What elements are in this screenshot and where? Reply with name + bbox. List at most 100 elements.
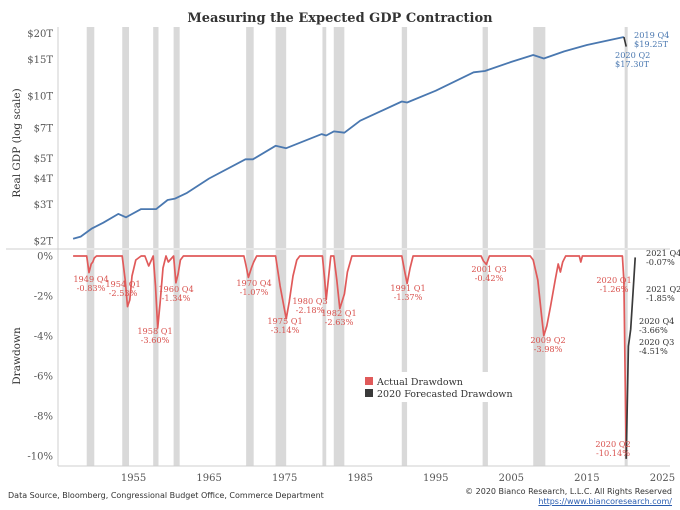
x-tick-label: 1955 [121,473,146,484]
recession-band-bottom [153,250,159,466]
drawdown-annotation-value: -3.66% [639,325,668,335]
drawdown-annotation-period: 1970 Q4 [236,278,271,288]
x-tick-label: 2025 [650,473,675,484]
drawdown-annotation-value: -3.98% [534,344,563,354]
x-tick-label: 1985 [347,473,372,484]
recession-band-bottom [333,250,345,466]
bottom-y-tick-label: 0% [37,252,53,263]
drawdown-annotation-period: 1980 Q3 [292,296,327,306]
website-link[interactable]: https://www.biancoresearch.com/ [538,497,672,506]
gdp-line [72,36,625,240]
drawdown-annotation-period: 2001 Q3 [471,264,506,274]
drawdown-annotation-period: 2020 Q2 [595,439,630,449]
top-y-tick-label: $3T [34,200,54,211]
x-tick-label: 2005 [499,473,524,484]
recession-band-top [153,27,159,248]
recession-band-bottom [624,250,628,466]
legend-label-actual: Actual Drawdown [376,377,463,388]
top-y-axis-label: Real GDP (log scale) [11,88,23,197]
drawdown-annotation-period: 2009 Q2 [530,335,565,345]
drawdown-annotation-value: -1.37% [394,292,423,302]
drawdown-annotation-value: -2.53% [109,288,138,298]
recession-band-top [275,27,287,248]
drawdown-annotation-period: 1958 Q1 [137,326,172,336]
legend-label-forecast: 2020 Forecasted Drawdown [377,389,513,400]
legend-swatch-forecast [365,389,373,397]
axes: $2T $3T $4T $5T $7T $10T $15T $20T 0% -2% -4% -6% -8… [6,27,675,484]
gdp-annotation-value: $19.25T [634,39,669,49]
bottom-y-axis-label: Drawdown [11,327,23,385]
x-tick-label: 1965 [196,473,221,484]
recession-band-bottom [122,250,130,466]
recession-band-bottom [275,250,287,466]
drawdown-annotation-period: 2020 Q3 [639,337,674,347]
source-note: Data Source, Bloomberg, Congressional Bu… [8,491,324,500]
drawdown-annotation-period: 1949 Q4 [73,274,108,284]
drawdown-annotation-value: -1.07% [240,287,269,297]
recession-band-top [482,27,488,248]
drawdown-annotation-value: -0.07% [646,257,675,267]
top-y-tick-label: $15T [27,55,53,66]
recession-band-bottom [173,250,180,466]
drawdown-annotation-period: 1991 Q1 [390,283,425,293]
recession-band-bottom [86,250,95,466]
drawdown-annotation-period: 1954 Q1 [105,279,140,289]
forecast-drawdown-line [625,257,637,459]
drawdown-annotation-period: 2021 Q4 [646,248,680,258]
drawdown-annotation-value: -2.18% [296,305,325,315]
recession-band-top [333,27,345,248]
recession-band-top [246,27,254,248]
recession-band-bottom [482,250,488,466]
chart-title: Measuring the Expected GDP Contraction [187,11,493,26]
x-tick-label: 1975 [272,473,297,484]
drawdown-annotation-value: -1.85% [646,293,675,303]
drawdown-annotation-value: -3.60% [141,335,170,345]
recession-band-top [533,27,546,248]
top-y-tick-label: $20T [27,29,53,40]
bottom-y-tick-label: -8% [34,412,53,423]
recession-shading-top [86,27,628,248]
series-lines [72,36,637,459]
drawdown-annotation-value: -1.26% [600,284,629,294]
gdp-annotation-value: $17.30T [615,59,650,69]
actual-drawdown-line [73,255,628,459]
recession-band-top [86,27,95,248]
top-y-tick-label: $10T [27,91,53,102]
x-tick-label: 1995 [423,473,448,484]
top-y-tick-label: $5T [34,154,54,165]
drawdown-annotation-period: 2021 Q2 [646,284,680,294]
drawdown-annotation-value: -4.51% [639,346,668,356]
recession-band-bottom [401,250,408,466]
gdp-annotation-period: 2020 Q2 [615,50,650,60]
drawdown-annotation-value: -1.34% [162,293,191,303]
top-y-tick-label: $2T [34,236,54,247]
bottom-y-tick-label: -10% [27,452,53,463]
recession-band-top [122,27,130,248]
gdp-forecast-line [623,36,627,47]
recession-band-bottom [246,250,254,466]
copyright-note: © 2020 Bianco Research, L.L.C. All Right… [465,487,672,496]
drawdown-annotation-value: -0.42% [475,273,504,283]
recession-shading-bottom [86,250,628,466]
legend: Actual Drawdown 2020 Forecasted Drawdown [360,372,513,402]
drawdown-annotation-period: 1975 Q1 [267,316,302,326]
recession-band-top [401,27,408,248]
bottom-y-tick-label: -6% [34,372,53,383]
drawdown-annotation-value: -10.14% [596,448,630,458]
drawdown-annotation-value: -0.83% [77,283,106,293]
legend-swatch-actual [365,377,373,385]
x-tick-label: 2015 [574,473,599,484]
recession-band-top [322,27,327,248]
bottom-y-tick-label: -2% [34,292,53,303]
recession-band-top [173,27,180,248]
top-y-tick-label: $7T [34,124,54,135]
drawdown-annotation-value: -2.63% [325,317,354,327]
top-y-tick-label: $4T [34,174,54,185]
gdp-annotation-period: 2019 Q4 [634,30,669,40]
drawdown-annotation-value: -3.14% [271,325,300,335]
recession-band-bottom [322,250,327,466]
drawdown-annotation-period: 1982 Q1 [321,308,356,318]
bottom-y-tick-label: -4% [34,332,53,343]
